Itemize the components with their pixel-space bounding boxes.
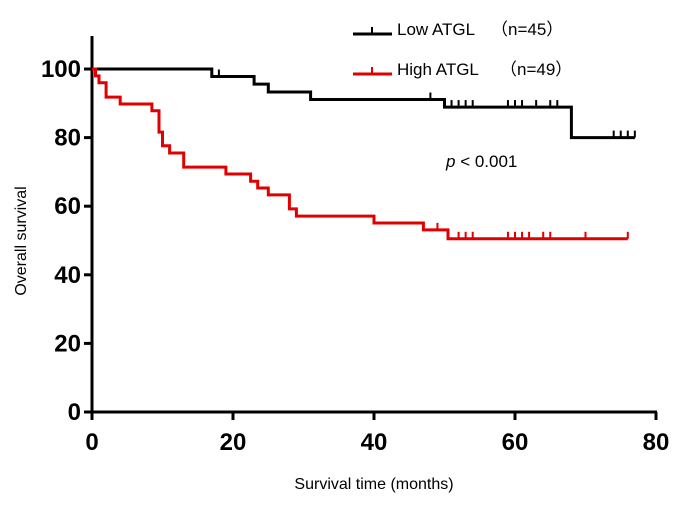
y-tick-label: 0 [68, 399, 81, 426]
legend-label: High ATGL [397, 60, 479, 79]
y-axis-title: Overall survival [13, 186, 30, 295]
y-tick-label: 60 [54, 193, 81, 220]
y-tick-label: 80 [54, 125, 81, 152]
x-tick-label: 80 [643, 429, 670, 456]
legend-count: （n=45） [491, 20, 563, 39]
x-axis-title: Survival time (months) [294, 476, 453, 493]
survival-curve [92, 67, 628, 241]
p-value-symbol: p [445, 152, 455, 171]
y-tick-label: 100 [41, 56, 81, 83]
p-value-text: < 0.001 [455, 152, 517, 171]
legend-item: Low ATGL （n=45） [353, 20, 563, 39]
y-tick-label: 20 [54, 330, 81, 357]
legend-item: High ATGL （n=49） [353, 60, 572, 79]
legend-label: Low ATGL [397, 20, 475, 39]
series-low-atgl [92, 67, 636, 140]
x-tick-label: 40 [361, 429, 388, 456]
p-value-annotation: p < 0.001 [445, 152, 517, 171]
survival-curve [92, 67, 635, 140]
y-tick-label: 40 [54, 262, 81, 289]
x-tick-label: 20 [220, 429, 247, 456]
series-high-atgl [92, 67, 629, 241]
x-tick-label: 60 [502, 429, 529, 456]
x-tick-label: 0 [85, 429, 98, 456]
axes: 0 20 40 60 80 100 0 20 40 60 80 [41, 36, 669, 456]
series-layer [92, 67, 636, 241]
legend-count: （n=49） [500, 60, 572, 79]
legend: Low ATGL （n=45） High ATGL （n=49） [353, 20, 572, 79]
